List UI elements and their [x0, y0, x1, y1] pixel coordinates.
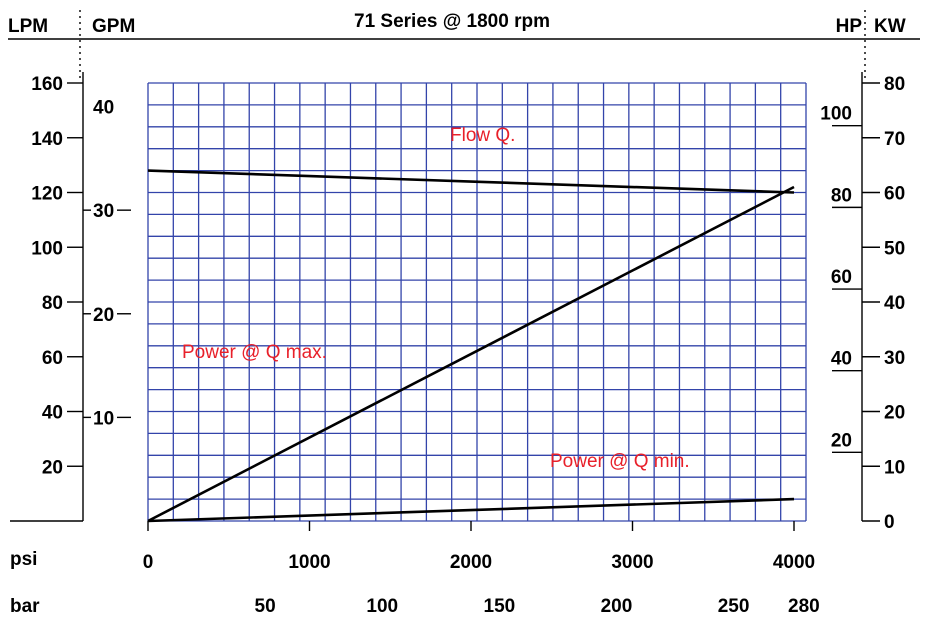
lpm-tick-label: 120 [31, 184, 63, 205]
kw-tick-label: 70 [884, 129, 905, 150]
psi-tick-label: 4000 [773, 552, 815, 573]
lpm-tick-label: 20 [42, 457, 63, 478]
kw-header: KW [874, 16, 906, 37]
labels: LPM GPM 71 Series @ 1800 rpm HP KW 20 40 60 80 10… [8, 11, 906, 617]
bar-tick-label: 200 [601, 596, 633, 617]
kw-tick-label: 80 [884, 74, 905, 95]
psi-tick-label: 1000 [288, 552, 330, 573]
kw-tick-label: 50 [884, 238, 905, 259]
bar-tick-label: 100 [366, 596, 398, 617]
kw-tick-label: 10 [884, 457, 905, 478]
chart-title: 71 Series @ 1800 rpm [354, 11, 550, 32]
plot-grid [147, 82, 807, 522]
gpm-header: GPM [92, 16, 135, 37]
series-annotation: Power @ Q max. [182, 342, 327, 363]
axes [8, 10, 920, 531]
bar-tick-label: 150 [484, 596, 516, 617]
kw-tick-label: 40 [884, 293, 905, 314]
kw-tick-label: 30 [884, 348, 905, 369]
gpm-tick-label: 10 [93, 408, 114, 429]
series-line [147, 497, 795, 523]
series-annotation: Power @ Q min. [550, 451, 690, 472]
hp-tick-label: 60 [831, 267, 852, 288]
lpm-tick-label: 160 [31, 74, 63, 95]
bar-unit-label: bar [10, 596, 40, 617]
hp-tick-label: 80 [831, 185, 852, 206]
gpm-tick-label: 20 [93, 305, 114, 326]
kw-tick-label: 60 [884, 184, 905, 205]
lpm-tick-label: 80 [42, 293, 63, 314]
bar-tick-label: 50 [255, 596, 276, 617]
bar-tick-label: 280 [788, 596, 820, 617]
hp-tick-label: 100 [820, 104, 852, 125]
series-line [147, 169, 795, 194]
kw-tick-label: 20 [884, 403, 905, 424]
bar-tick-label: 250 [718, 596, 750, 617]
lpm-tick-label: 40 [42, 403, 63, 424]
lpm-header: LPM [8, 16, 48, 37]
lpm-tick-label: 60 [42, 348, 63, 369]
psi-tick-label: 2000 [450, 552, 492, 573]
psi-tick-label: 0 [143, 552, 154, 573]
lpm-tick-label: 100 [31, 238, 63, 259]
hp-tick-label: 40 [831, 349, 852, 370]
series-annotation: Flow Q. [450, 125, 515, 146]
gpm-tick-label: 40 [93, 98, 114, 119]
kw-tick-label: 0 [884, 512, 895, 533]
gpm-tick-label: 30 [93, 201, 114, 222]
hp-tick-label: 20 [831, 430, 852, 451]
series-line [147, 185, 795, 523]
psi-unit-label: psi [10, 549, 37, 570]
hp-header: HP [836, 16, 863, 37]
lpm-tick-label: 140 [31, 129, 63, 150]
psi-tick-label: 3000 [611, 552, 653, 573]
series [147, 169, 795, 523]
